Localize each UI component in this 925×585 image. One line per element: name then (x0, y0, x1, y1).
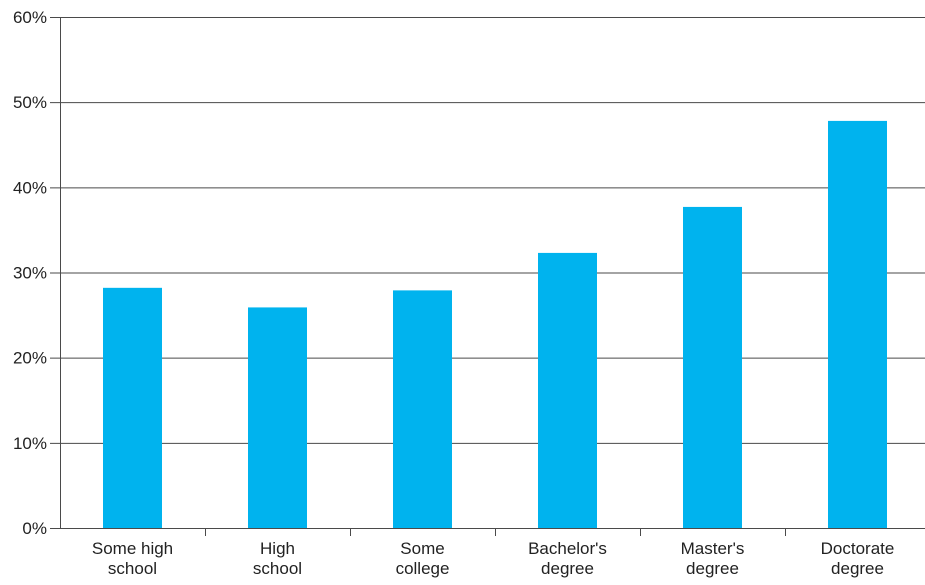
y-tick-label: 30% (13, 264, 47, 283)
bar (248, 307, 307, 528)
y-tick-label: 40% (13, 178, 47, 197)
bar (683, 206, 742, 528)
y-tick-label: 20% (13, 349, 47, 368)
x-tick-label-line: Doctorate (821, 539, 895, 558)
x-tick-label-line: school (108, 559, 157, 578)
x-tick-label: Bachelor's degree (528, 539, 607, 578)
x-tick-label-line: High (260, 539, 295, 558)
axes (50, 17, 925, 536)
x-tick-label-line: Bachelor's (528, 539, 607, 558)
bar (538, 252, 597, 528)
x-tick-label-line: degree (686, 559, 739, 578)
bar (828, 120, 887, 529)
gridlines (50, 17, 925, 444)
bars (103, 120, 887, 529)
y-tick-label: 10% (13, 434, 47, 453)
x-tick-label-line: degree (831, 559, 884, 578)
x-tick-label-line: degree (541, 559, 594, 578)
y-tick-label: 50% (13, 93, 47, 112)
x-tick-label-line: Some high (92, 539, 173, 558)
x-tick-label: Doctorate degree (821, 539, 895, 578)
x-tick-label: Master's degree (681, 539, 745, 578)
x-tick-label: Some high school (92, 539, 173, 578)
x-tick-label: Some college (396, 539, 450, 578)
x-tick-label: High school (253, 539, 302, 578)
y-tick-label: 0% (22, 519, 47, 538)
x-tick-label-line: Some (400, 539, 444, 558)
y-tick-label: 60% (13, 8, 47, 27)
x-tick-label-line: Master's (681, 539, 745, 558)
bar (103, 287, 162, 528)
bar (393, 290, 452, 528)
x-tick-label-line: school (253, 559, 302, 578)
x-tick-label-line: college (396, 559, 450, 578)
